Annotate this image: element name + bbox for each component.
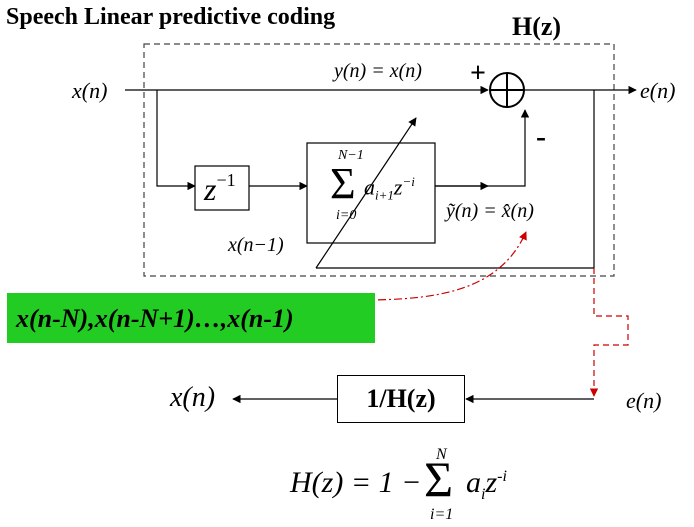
hz-frame xyxy=(143,43,615,277)
predictor-sigma: Σ xyxy=(330,159,356,208)
history-label: x(n-N),x(n-N+1)…,x(n-1) xyxy=(16,304,294,333)
formula-lhs: H(z) = 1 − xyxy=(290,466,422,499)
history-pointer xyxy=(361,231,527,301)
plus-sign: + xyxy=(470,58,486,89)
page-title: Speech Linear predictive coding xyxy=(6,4,336,30)
predictor-term: ai+1z−i xyxy=(364,174,415,203)
adapt-arrow xyxy=(315,117,417,269)
inverse-output: x(n) xyxy=(170,382,216,413)
delay-block xyxy=(194,165,250,211)
minus-sign: - xyxy=(536,120,546,153)
formula-lower: i=1 xyxy=(430,506,454,523)
predictor-block xyxy=(306,142,436,244)
inverse-input: e(n) xyxy=(626,388,662,413)
passthrough-signal: y(n) = x(n) xyxy=(334,60,422,82)
delay-z: z−1 xyxy=(204,170,236,207)
predictor-upper: N−1 xyxy=(338,148,364,163)
branch-line xyxy=(156,90,196,191)
predictor-lower: i=0 xyxy=(336,208,357,223)
formula-term: aiz-i xyxy=(466,466,507,503)
predictor-to-summer xyxy=(435,109,530,187)
history-box xyxy=(7,293,375,343)
error-signal: e(n) xyxy=(640,78,676,103)
input-signal: x(n) xyxy=(72,78,108,103)
prediction-signal: ỹ(n) = x̂(n) xyxy=(446,200,534,222)
formula-sigma: Σ xyxy=(424,451,454,507)
delayed-signal: x(n−1) xyxy=(228,234,284,256)
red-path xyxy=(589,268,629,397)
inverse-label: 1/H(z) xyxy=(366,384,436,413)
summer xyxy=(489,72,525,108)
formula-upper: N xyxy=(436,446,447,463)
hz-label: H(z) xyxy=(512,12,562,41)
inverse-block xyxy=(337,375,465,423)
